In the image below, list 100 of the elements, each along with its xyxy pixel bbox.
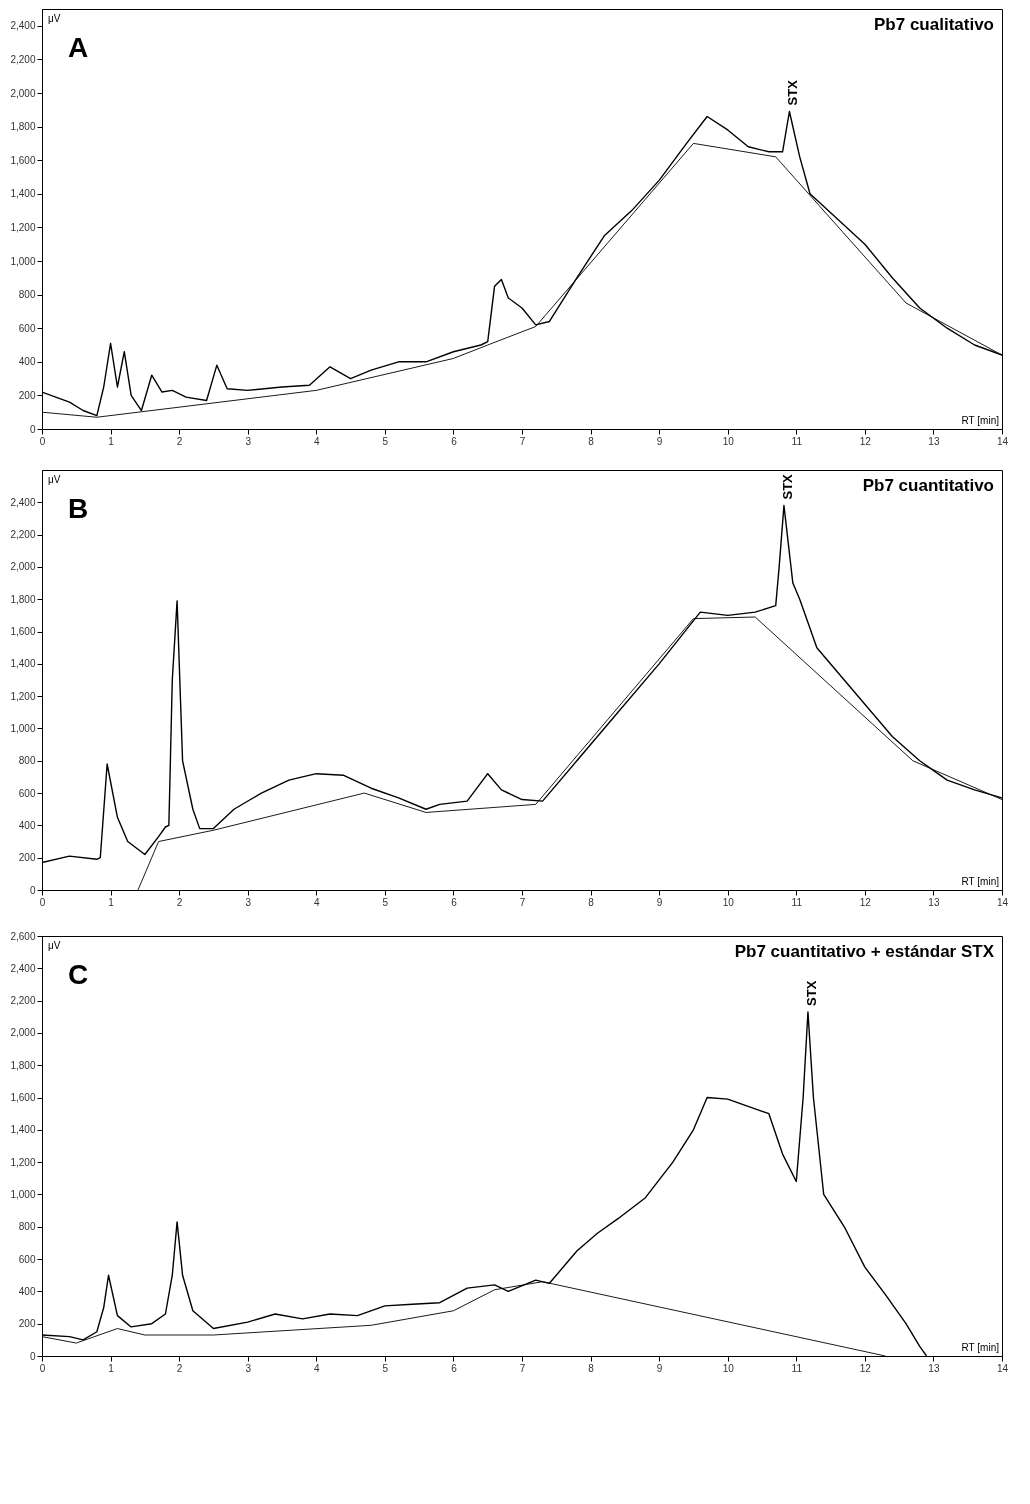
x-tick-label: 11 — [791, 896, 803, 908]
y-tick-label: 1,800 — [10, 1059, 36, 1071]
x-tick-label: 3 — [245, 435, 252, 447]
x-tick-label: 5 — [382, 435, 389, 447]
x-tick-label: 8 — [588, 435, 595, 447]
y-tick-label: 1,400 — [10, 658, 36, 670]
x-axis-title: RT [min] — [961, 1342, 1000, 1353]
y-tick-label: 1,600 — [10, 626, 36, 638]
annotation: C — [68, 959, 89, 990]
y-tick-label: 1,000 — [10, 1188, 36, 1200]
x-tick-label: 9 — [656, 896, 663, 908]
y-tick-label: 2,600 — [10, 930, 36, 942]
y-axis-title: μV — [48, 940, 61, 951]
x-tick-label: 6 — [451, 896, 458, 908]
x-tick-label: 4 — [314, 1362, 320, 1374]
x-tick-label: 11 — [791, 1362, 803, 1374]
y-tick-label: 1,800 — [10, 593, 36, 605]
x-tick-label: 8 — [588, 896, 595, 908]
chart-title: Pb7 cualitativo — [874, 15, 994, 34]
y-tick-label: 1,200 — [10, 1156, 36, 1168]
x-tick-label: 6 — [451, 435, 458, 447]
y-tick-label: 2,200 — [10, 995, 36, 1007]
y-tick-label: 400 — [18, 819, 36, 831]
annotation: A — [68, 32, 89, 63]
x-tick-label: 12 — [859, 435, 872, 447]
x-tick-label: 0 — [39, 1362, 46, 1374]
x-tick-label: 2 — [176, 896, 183, 908]
y-tick-label: 1,400 — [10, 188, 36, 200]
x-tick-label: 3 — [245, 1362, 252, 1374]
x-tick-label: 4 — [314, 435, 320, 447]
x-tick-label: 13 — [928, 1362, 940, 1374]
x-tick-label: 2 — [176, 1362, 183, 1374]
y-tick-label: 0 — [29, 1350, 36, 1362]
y-tick-label: 1,600 — [10, 1092, 36, 1104]
x-tick-label: 10 — [722, 896, 735, 908]
x-tick-label: 13 — [928, 435, 940, 447]
y-tick-label: 600 — [18, 1253, 36, 1265]
annotation: STX — [803, 980, 819, 1006]
chart-title: Pb7 cuantitativo + estándar STX — [734, 942, 995, 961]
y-tick-label: 800 — [18, 755, 36, 767]
y-tick-label: 1,200 — [10, 221, 36, 233]
y-tick-label: 400 — [18, 356, 36, 368]
y-axis-title: μV — [48, 474, 61, 485]
y-tick-label: 0 — [29, 423, 36, 435]
x-tick-label: 7 — [519, 896, 526, 908]
y-tick-label: 2,400 — [10, 962, 36, 974]
x-tick-label: 10 — [722, 435, 735, 447]
y-tick-label: 1,000 — [10, 255, 36, 267]
x-tick-label: 9 — [656, 435, 663, 447]
x-tick-label: 7 — [519, 435, 526, 447]
y-tick-label: 2,200 — [10, 529, 36, 541]
y-tick-label: 2,000 — [10, 1027, 36, 1039]
x-tick-label: 1 — [108, 435, 115, 447]
annotation: STX — [785, 79, 801, 106]
y-tick-label: 2,400 — [10, 20, 36, 32]
x-tick-label: 5 — [382, 896, 389, 908]
x-tick-label: 12 — [859, 896, 872, 908]
x-tick-label: 3 — [245, 896, 252, 908]
y-tick-label: 400 — [18, 1285, 36, 1297]
annotation: B — [68, 493, 89, 524]
y-tick-label: 200 — [18, 1318, 36, 1330]
y-tick-label: 2,200 — [10, 53, 36, 65]
x-tick-label: 5 — [382, 1362, 389, 1374]
y-tick-label: 1,800 — [10, 121, 36, 133]
y-tick-label: 800 — [18, 1221, 36, 1233]
y-tick-label: 800 — [18, 289, 36, 301]
x-tick-label: 1 — [108, 896, 115, 908]
x-axis-title: RT [min] — [961, 415, 1000, 426]
x-tick-label: 14 — [996, 435, 1009, 447]
chart-title: Pb7 cuantitativo — [862, 476, 994, 495]
y-tick-label: 1,600 — [10, 154, 36, 166]
y-tick-label: 1,400 — [10, 1124, 36, 1136]
y-tick-label: 600 — [18, 322, 36, 334]
x-tick-label: 13 — [928, 896, 940, 908]
y-tick-label: 600 — [18, 787, 36, 799]
x-tick-label: 1 — [108, 1362, 115, 1374]
y-tick-label: 2,400 — [10, 496, 36, 508]
x-tick-label: 12 — [859, 1362, 872, 1374]
x-tick-label: 4 — [314, 896, 320, 908]
y-tick-label: 0 — [29, 884, 36, 896]
x-tick-label: 0 — [39, 435, 46, 447]
y-tick-label: 1,200 — [10, 690, 36, 702]
x-axis-title: RT [min] — [961, 876, 1000, 887]
x-tick-label: 6 — [451, 1362, 458, 1374]
x-tick-label: 9 — [656, 1362, 663, 1374]
x-tick-label: 11 — [791, 435, 803, 447]
x-tick-label: 14 — [996, 1362, 1009, 1374]
x-tick-label: 10 — [722, 1362, 735, 1374]
x-tick-label: 7 — [519, 1362, 526, 1374]
y-tick-label: 1,000 — [10, 722, 36, 734]
x-tick-label: 14 — [996, 896, 1009, 908]
y-axis-title: μV — [48, 13, 61, 24]
x-tick-label: 0 — [39, 896, 46, 908]
y-tick-label: 2,000 — [10, 87, 36, 99]
y-tick-label: 2,000 — [10, 561, 36, 573]
x-tick-label: 2 — [176, 435, 183, 447]
y-tick-label: 200 — [18, 389, 36, 401]
y-tick-label: 200 — [18, 852, 36, 864]
x-tick-label: 8 — [588, 1362, 595, 1374]
annotation: STX — [779, 473, 795, 500]
